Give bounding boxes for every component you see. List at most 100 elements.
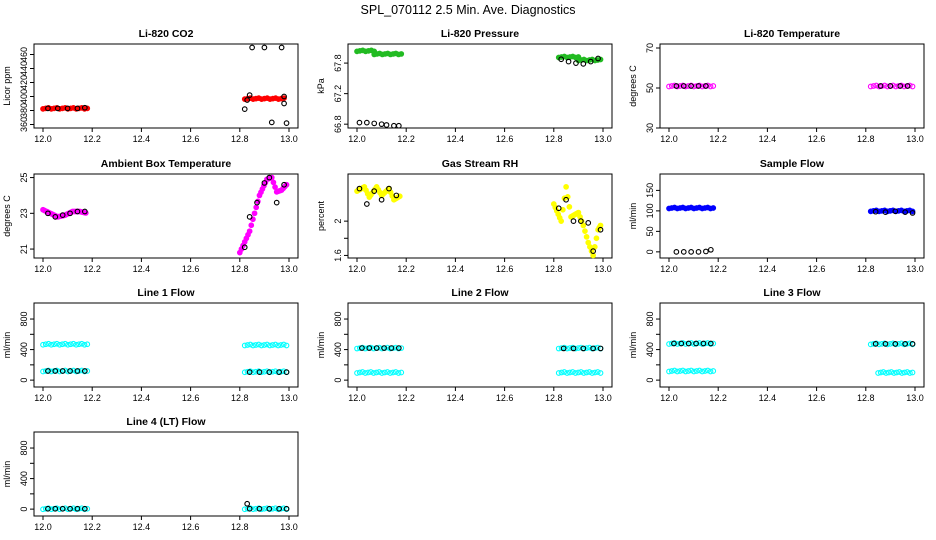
plot-frame <box>33 431 299 517</box>
y-tick-label: 21 <box>19 244 29 254</box>
y-axis-label: ml/min <box>316 332 326 359</box>
y-tick-label: 800 <box>19 312 29 327</box>
panel-line3: Line 3 Flow ml/min 12.0 12.2 12.4 12.6 12.8 13.… <box>628 287 925 403</box>
data-point <box>575 369 582 376</box>
data-point <box>359 369 366 375</box>
panel-line2: Line 2 Flow ml/min 12.0 12.2 12.4 12.6 12.8 13.… <box>316 287 613 403</box>
data-point <box>671 340 677 347</box>
data-point <box>276 369 283 375</box>
data-point <box>261 44 268 51</box>
x-tick-label: 12.4 <box>759 134 777 144</box>
series-sparse <box>45 368 290 375</box>
data-point <box>356 345 363 351</box>
data-point <box>398 369 405 376</box>
data-point <box>52 214 59 220</box>
data-point <box>563 196 569 203</box>
data-point <box>248 222 255 229</box>
x-tick-label: 12.0 <box>660 134 678 144</box>
data-point <box>281 100 287 107</box>
series-dense <box>354 47 604 64</box>
data-point <box>74 105 81 112</box>
data-point <box>48 368 55 375</box>
data-point <box>704 367 711 374</box>
data-point <box>251 210 258 217</box>
x-tick-label: 12.4 <box>447 134 465 144</box>
data-point <box>258 369 265 376</box>
data-point <box>45 340 52 347</box>
data-point <box>268 119 275 126</box>
data-point <box>395 345 402 351</box>
series-dense <box>354 184 604 259</box>
data-point <box>276 505 283 512</box>
x-tick-label: 12.4 <box>133 522 151 532</box>
series-sparse <box>356 185 604 254</box>
data-point <box>261 180 268 186</box>
x-tick-label: 12.8 <box>231 393 249 403</box>
panel-rh: Gas Stream RH percent 12.0 12.2 12.4 12.6 12.8… <box>316 158 613 274</box>
x-tick-label: 13.0 <box>594 134 612 144</box>
data-point <box>567 369 573 376</box>
data-point <box>283 120 290 126</box>
data-point <box>680 249 687 255</box>
data-point <box>896 369 903 375</box>
series-sparse <box>671 340 916 347</box>
data-point <box>45 505 51 512</box>
x-tick-label: 12.2 <box>397 393 415 403</box>
y-tick-label: 30 <box>645 123 655 133</box>
data-point <box>81 104 88 111</box>
panel-boxtemp: Ambient Box Temperature degrees C 12.0 12.2… <box>2 158 299 274</box>
series-sparse <box>673 83 911 89</box>
data-point <box>904 341 910 347</box>
data-point <box>384 344 391 351</box>
data-point <box>695 249 702 255</box>
y-axis-label: Licor ppm <box>2 66 12 106</box>
data-point <box>666 83 672 90</box>
data-point <box>70 340 77 347</box>
data-point <box>710 340 717 347</box>
data-point <box>566 204 573 210</box>
data-point <box>696 340 703 346</box>
data-point <box>892 341 899 347</box>
panel-line4: Line 4 (LT) Flow ml/min 12.0 12.2 12.4 12.6 12… <box>2 416 299 532</box>
data-point <box>688 83 694 89</box>
data-point <box>278 342 284 348</box>
data-point <box>902 341 909 347</box>
x-tick-label: 12.0 <box>348 134 366 144</box>
data-point <box>580 222 587 229</box>
y-tick-label: 70 <box>645 43 655 53</box>
x-tick-label: 12.8 <box>231 264 249 274</box>
x-tick-label: 12.6 <box>182 522 200 532</box>
data-point <box>897 83 904 89</box>
data-point <box>710 205 717 211</box>
data-point <box>700 340 707 347</box>
data-point <box>356 119 363 126</box>
plot-frame <box>659 302 925 388</box>
data-point <box>264 341 270 348</box>
data-point <box>359 345 365 351</box>
plot-frame <box>33 173 299 259</box>
data-point <box>81 368 88 374</box>
y-tick-label: 400 <box>645 342 655 357</box>
data-point <box>247 341 254 348</box>
x-tick-label: 12.2 <box>709 134 727 144</box>
y-tick-label: 400 <box>19 471 29 486</box>
data-point <box>59 341 66 348</box>
data-point <box>904 83 911 89</box>
data-point <box>561 369 568 375</box>
data-point <box>266 342 273 349</box>
panel-temperature: Li-820 Temperature degrees C 12.0 12.2 12.4 1… <box>628 28 925 144</box>
data-point <box>378 196 385 203</box>
data-point <box>560 345 567 352</box>
x-tick-label: 12.2 <box>83 522 101 532</box>
data-point <box>555 370 562 376</box>
panels-group: Li-820 CO2 Licor ppm 12.0 12.2 12.4 12.6 12.8 1… <box>2 28 925 532</box>
data-point <box>78 340 85 347</box>
data-point <box>395 122 402 129</box>
data-point <box>384 369 391 375</box>
data-point <box>673 249 680 255</box>
data-point <box>74 208 81 215</box>
data-point <box>580 345 587 352</box>
data-point <box>386 185 392 192</box>
data-point <box>258 342 265 349</box>
data-point <box>244 342 251 348</box>
